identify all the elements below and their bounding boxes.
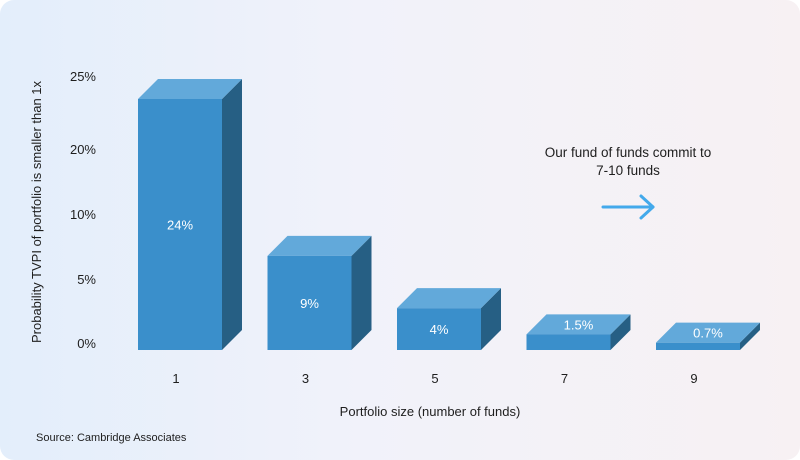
- y-tick-label: 10%: [70, 207, 96, 222]
- bar-side: [610, 314, 631, 350]
- x-tick-label: 7: [561, 371, 568, 386]
- bar-value-label: 24%: [167, 218, 193, 233]
- annotation-line-1: Our fund of funds commit to: [545, 145, 712, 160]
- y-axis-ticks: 0% 5% 10% 20% 25%: [70, 69, 96, 351]
- bar-top: [526, 314, 631, 335]
- bar-top: [138, 79, 242, 99]
- bar-side: [740, 322, 760, 350]
- bars: 24% 9% 4% 1.5% 0.7%: [138, 79, 760, 350]
- bar-value-label: 4%: [430, 322, 449, 337]
- y-tick-label: 5%: [77, 272, 96, 287]
- x-axis-ticks: 1 3 5 7 9: [172, 371, 697, 386]
- bar-side: [351, 235, 372, 350]
- bar-front: [138, 99, 222, 350]
- x-tick-label: 9: [690, 371, 697, 386]
- x-tick-label: 3: [302, 371, 309, 386]
- bar: 1.5%: [526, 314, 631, 350]
- bar-value-label: 0.7%: [693, 326, 723, 341]
- bar: 24%: [138, 79, 242, 350]
- bar-top: [397, 288, 501, 309]
- bar: 9%: [267, 235, 372, 350]
- bar: 0.7%: [656, 322, 760, 350]
- bar-front: [526, 334, 611, 350]
- x-tick-label: 5: [431, 371, 438, 386]
- bar-top: [656, 322, 760, 343]
- bar-value-label: 9%: [300, 296, 319, 311]
- bar-front: [397, 308, 481, 350]
- bar-front: [267, 255, 352, 350]
- annotation: Our fund of funds commit to 7-10 funds: [545, 145, 712, 220]
- y-tick-label: 0%: [77, 336, 96, 351]
- y-axis-label: Probability TVPI of portfolio is smaller…: [29, 80, 44, 343]
- bar-front: [656, 342, 740, 350]
- source-note: Source: Cambridge Associates: [36, 432, 187, 444]
- annotation-line-2: 7-10 funds: [596, 163, 660, 178]
- x-tick-label: 1: [172, 371, 179, 386]
- bar: 4%: [397, 288, 501, 350]
- right-arrow-icon: [601, 194, 655, 220]
- y-tick-label: 25%: [70, 69, 96, 84]
- bar-top: [267, 235, 372, 256]
- bar-side: [222, 79, 242, 350]
- bar-side: [481, 288, 501, 350]
- y-tick-label: 20%: [70, 142, 96, 157]
- x-axis-label: Portfolio size (number of funds): [340, 404, 521, 419]
- bar-value-label: 1.5%: [564, 317, 594, 332]
